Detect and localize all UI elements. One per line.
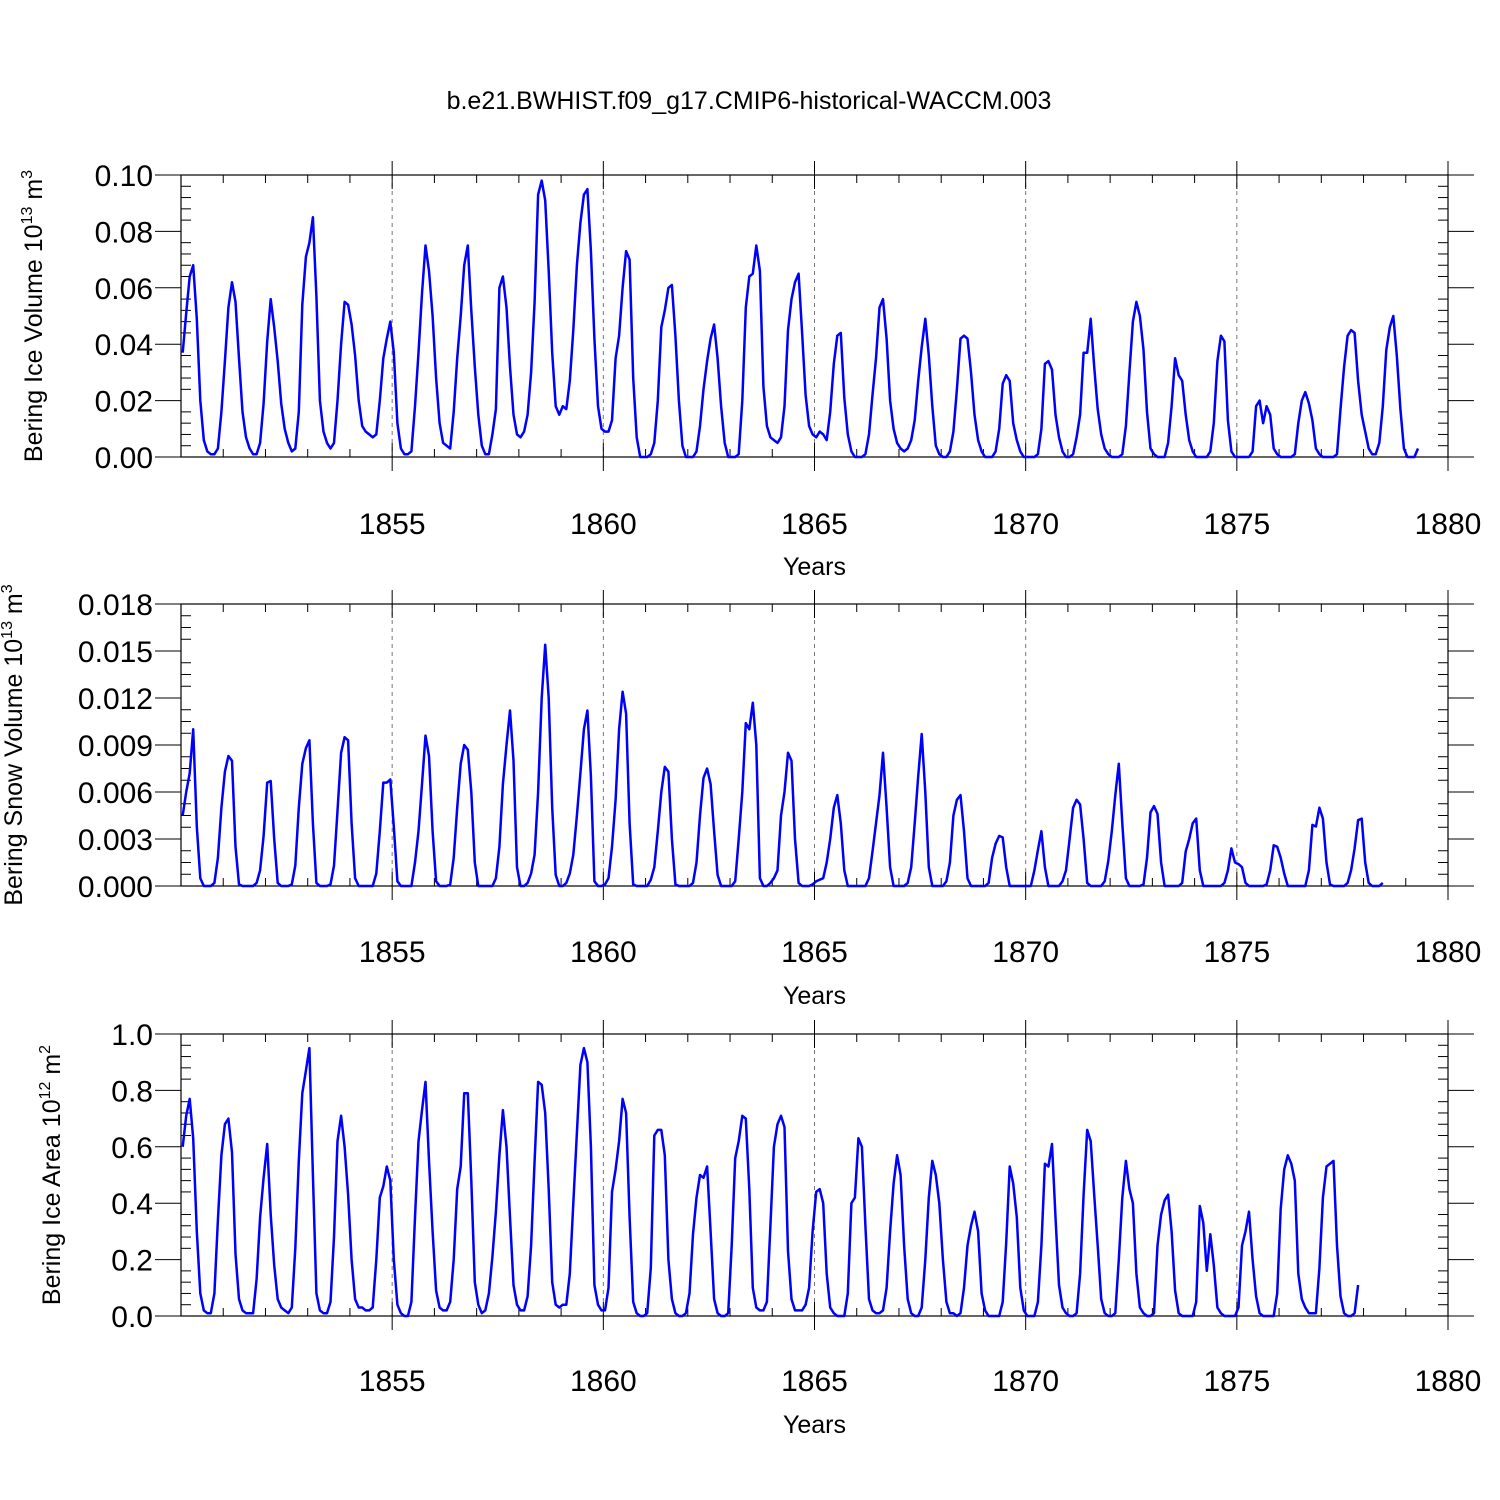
y-tick-label: 0.012 (78, 683, 153, 716)
y-tick-label: 0.009 (78, 730, 153, 763)
y-tick-label: 0.04 (95, 329, 153, 362)
y-tick-label: 0.10 (95, 160, 153, 193)
x-axis-title: Years (783, 553, 846, 581)
y-tick-label: 0.8 (111, 1075, 153, 1108)
panel-3: 1855 1860 1865 1870 1875 1880 Years 0.0 0.2 0.4 0.… (37, 1019, 1481, 1439)
x-tick-label: 1855 (359, 1365, 426, 1398)
x-tick-label: 1875 (1203, 1365, 1270, 1398)
y-tick-label: 0.018 (78, 589, 153, 622)
x-tick-label: 1865 (781, 936, 848, 969)
x-tick-label: 1855 (359, 936, 426, 969)
y-tick-label: 0.02 (95, 386, 153, 419)
x-tick-label: 1855 (359, 508, 426, 541)
y-tick-label: 0.006 (78, 777, 153, 810)
series-line (181, 1046, 1360, 1318)
x-tick-label: 1860 (570, 508, 637, 541)
y-tick-label: 0.000 (78, 871, 153, 904)
series-line (181, 643, 1384, 888)
y-tick-label: 0.00 (95, 442, 153, 475)
chart-title: b.e21.BWHIST.f09_g17.CMIP6-historical-WA… (447, 87, 1052, 115)
y-tick-label: 0.2 (111, 1245, 153, 1278)
y-tick-label: 0.4 (111, 1188, 153, 1221)
x-tick-label: 1880 (1415, 508, 1482, 541)
x-tick-label: 1865 (781, 1365, 848, 1398)
y-tick-label: 0.06 (95, 273, 153, 306)
x-tick-label: 1870 (992, 1365, 1059, 1398)
y-tick-label: 1.0 (111, 1019, 153, 1052)
chart-panels: 1855 1860 1865 1870 1875 1880 Years 0.00 0.02 0.0… (0, 160, 1481, 1439)
x-tick-label: 1870 (992, 936, 1059, 969)
x-tick-label: 1860 (570, 1365, 637, 1398)
x-tick-label: 1880 (1415, 936, 1482, 969)
x-axis-title: Years (783, 982, 846, 1010)
y-axis-title: Bering Snow Volume 1013 m3 (0, 584, 28, 905)
y-tick-label: 0.0 (111, 1301, 153, 1334)
x-axis-title: Years (783, 1411, 846, 1439)
panel-2: 1855 1860 1865 1870 1875 1880 Years 0.000 0.003 0… (0, 584, 1481, 1010)
x-tick-label: 1880 (1415, 1365, 1482, 1398)
x-tick-label: 1875 (1203, 508, 1270, 541)
panel-1: 1855 1860 1865 1870 1875 1880 Years 0.00 0.02 0.0… (19, 160, 1481, 581)
y-axis-title: Bering Ice Area 1012 m2 (37, 1045, 66, 1305)
x-tick-label: 1875 (1203, 936, 1270, 969)
y-tick-label: 0.015 (78, 636, 153, 669)
x-tick-label: 1860 (570, 936, 637, 969)
x-tick-label: 1870 (992, 508, 1059, 541)
series-line (181, 179, 1420, 459)
y-tick-label: 0.003 (78, 824, 153, 857)
x-tick-label: 1865 (781, 508, 848, 541)
y-axis-title: Bering Ice Volume 1013 m3 (19, 170, 48, 462)
y-tick-label: 0.6 (111, 1132, 153, 1165)
y-tick-label: 0.08 (95, 216, 153, 249)
